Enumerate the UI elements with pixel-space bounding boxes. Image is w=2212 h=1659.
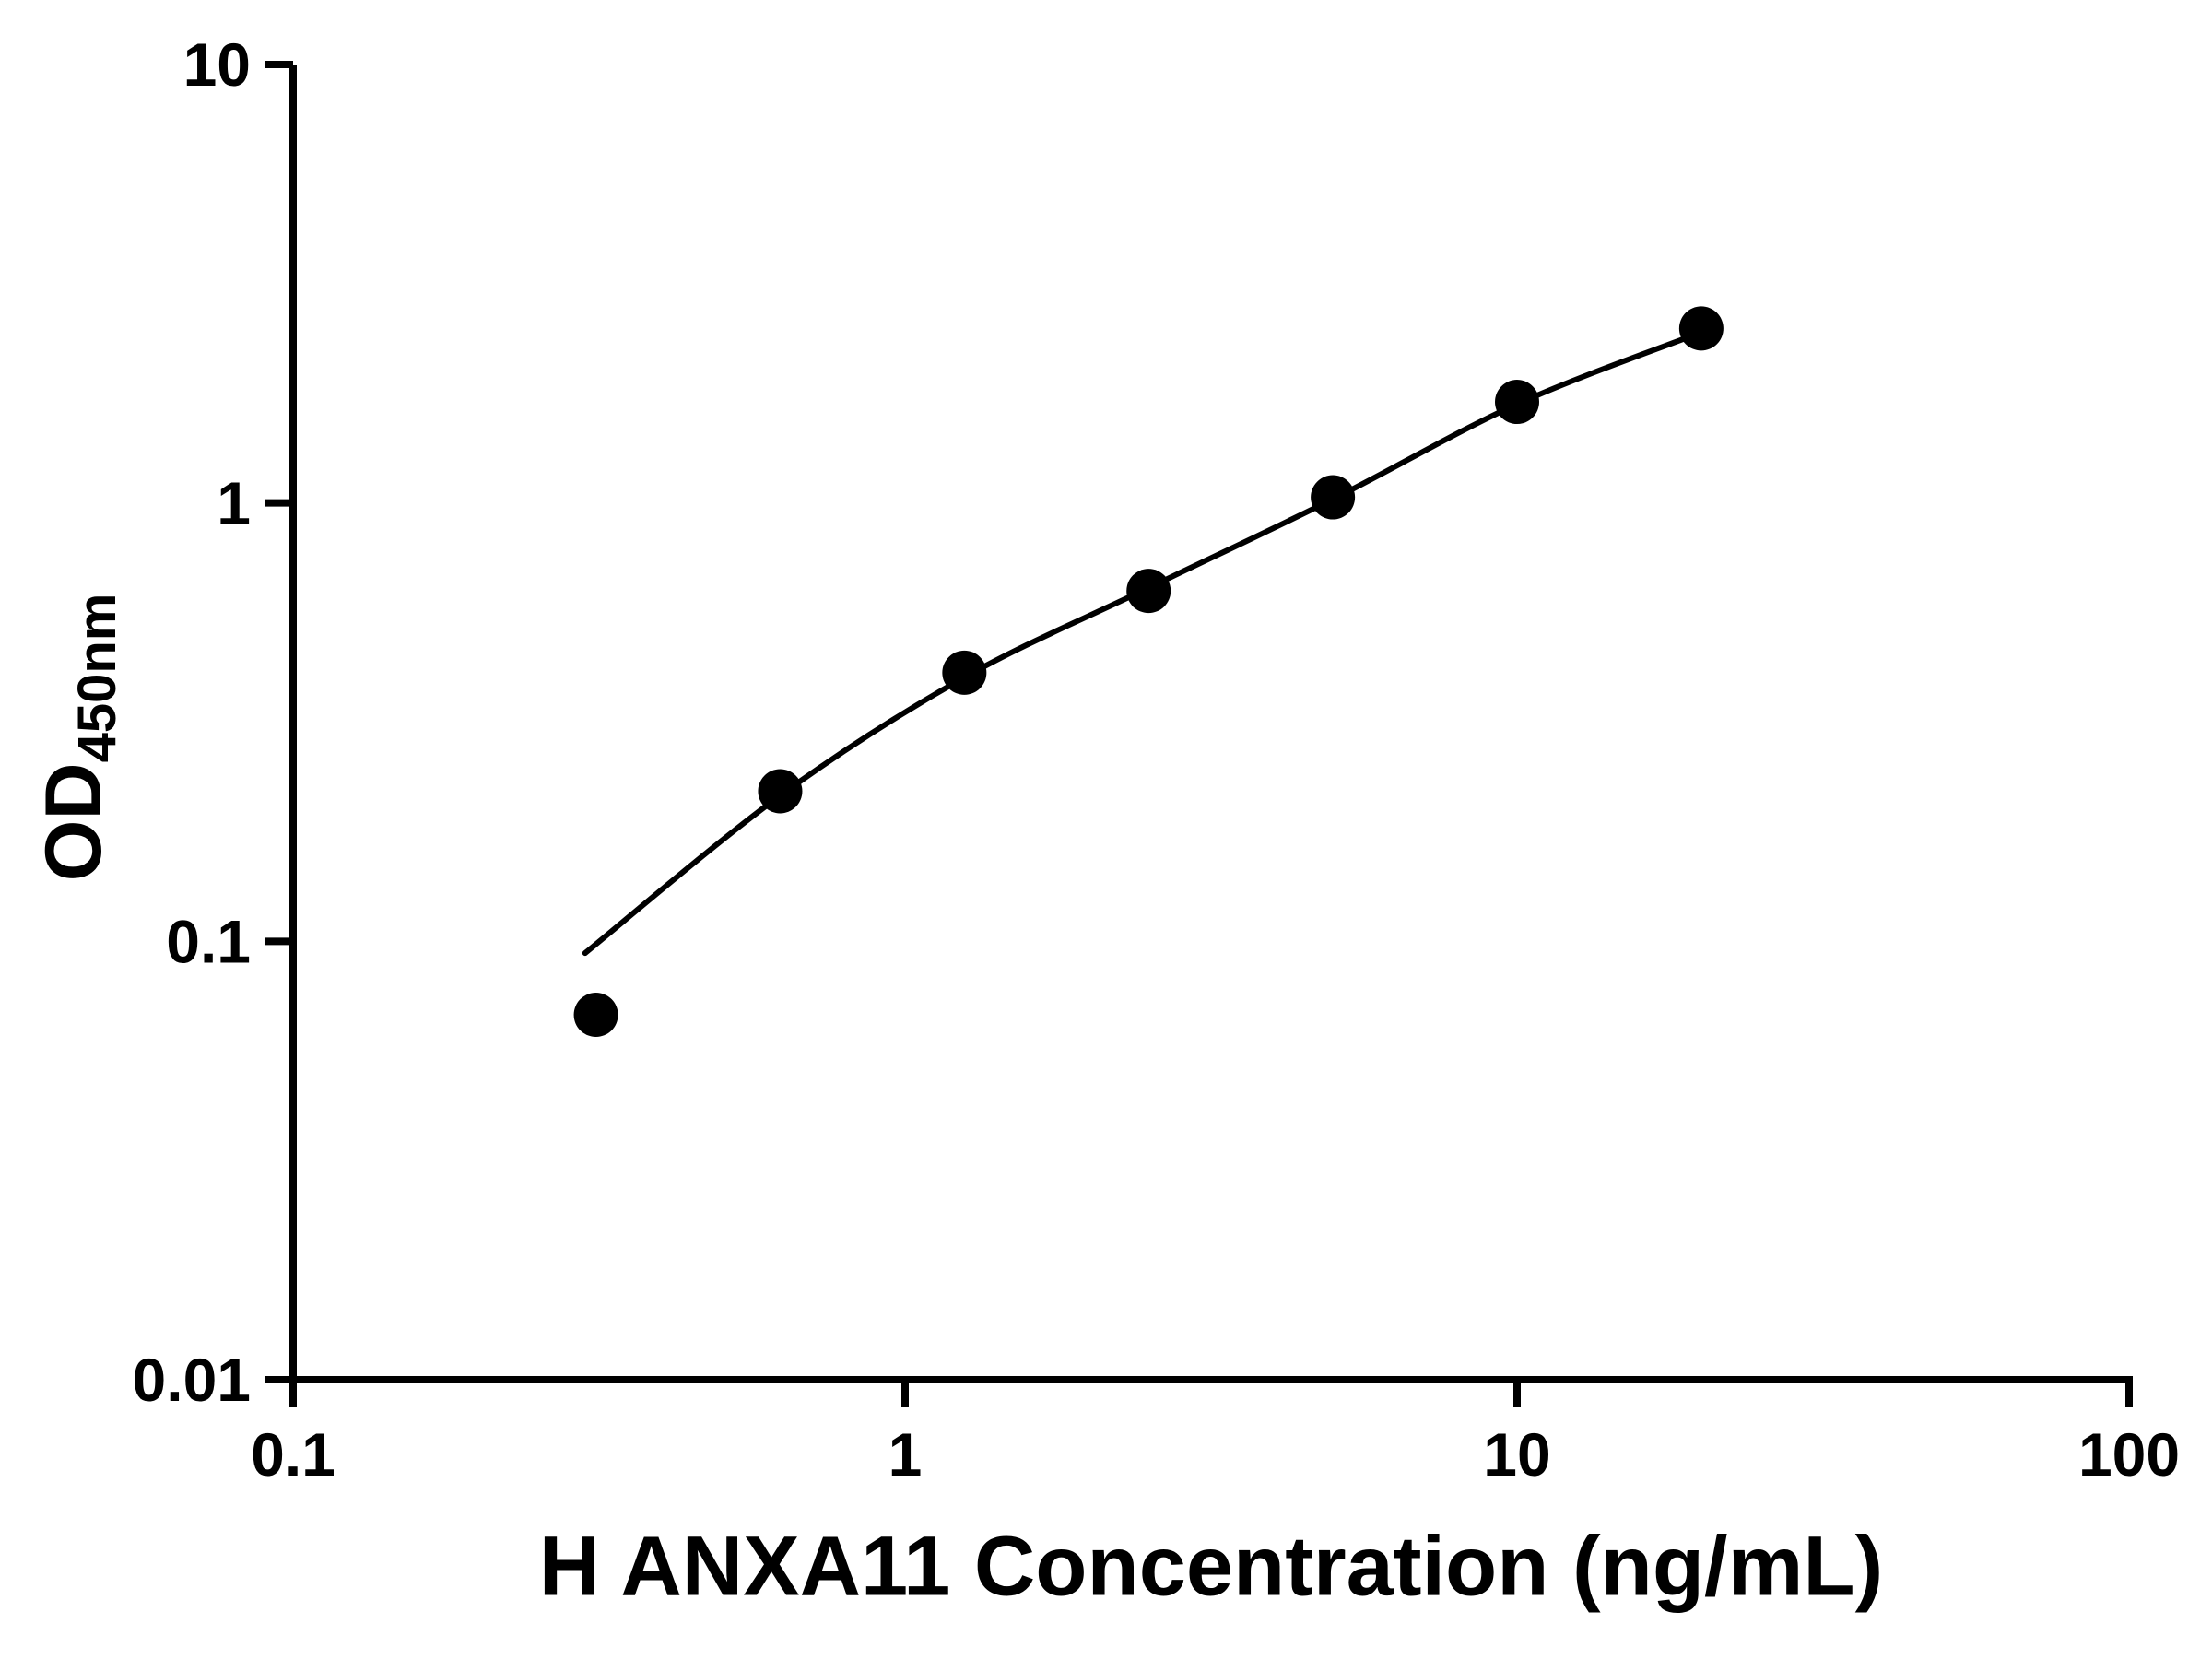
data-point (573, 993, 618, 1038)
y-tick-label: 0.01 (133, 1346, 251, 1414)
y-axis-title-sub: 450nm (67, 593, 127, 763)
y-tick-label: 0.1 (166, 907, 251, 975)
y-axis-title: OD450nm (29, 594, 128, 882)
data-point (1495, 380, 1539, 425)
y-axis-title-main: OD (29, 762, 118, 882)
x-axis-title: H ANXA11 Concentration (ng/mL) (538, 1519, 1884, 1614)
data-point (758, 769, 803, 814)
x-tick-label: 1 (888, 1420, 923, 1488)
data-point (942, 650, 987, 695)
data-point (1678, 306, 1724, 351)
data-point (1126, 569, 1171, 614)
data-point (1311, 475, 1356, 520)
y-tick-label: 1 (217, 469, 251, 537)
x-tick-label: 0.1 (251, 1420, 335, 1488)
x-tick-label: 10 (1483, 1420, 1550, 1488)
y-tick-label: 10 (183, 30, 251, 99)
fit-curve (582, 329, 1704, 957)
x-tick-label: 100 (2078, 1420, 2180, 1488)
